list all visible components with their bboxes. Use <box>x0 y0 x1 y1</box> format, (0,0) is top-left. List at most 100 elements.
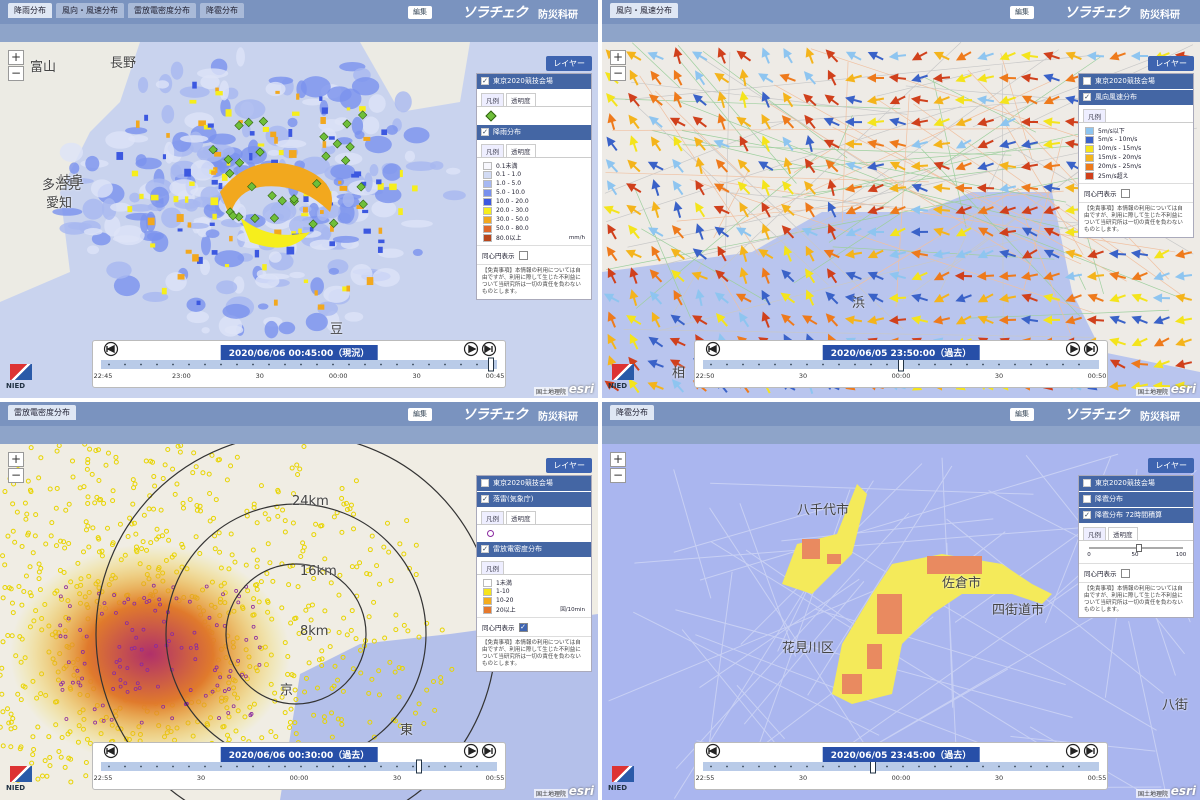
layer-header[interactable]: 東京2020競技会場 ✓ <box>477 74 591 89</box>
legend-tab[interactable]: 凡例 <box>1083 109 1106 122</box>
zoom-in[interactable]: + <box>8 50 24 65</box>
map-feature <box>825 159 839 173</box>
tab[interactable]: 降雹分布 <box>610 405 654 420</box>
map-feature <box>782 92 794 108</box>
map-feature <box>87 245 100 255</box>
zoom-out[interactable]: − <box>8 66 24 81</box>
tab[interactable]: 降雨分布 <box>8 3 52 18</box>
tab[interactable]: 雷放電密度分布 <box>8 405 76 420</box>
circle-checkbox[interactable]: ✓ <box>518 622 528 632</box>
legend-label: 10m/s - 15m/s <box>1098 145 1142 152</box>
map-feature <box>774 84 1127 282</box>
layer-checkbox[interactable]: ✓ <box>481 545 489 553</box>
zoom-in[interactable]: + <box>8 452 24 467</box>
edit-button[interactable]: 編集 <box>1010 6 1034 19</box>
tab[interactable]: 風向・風速分布 <box>610 3 678 18</box>
legend-tab[interactable]: 透明度 <box>506 93 536 106</box>
layer-header[interactable]: 東京2020競技会場 <box>1079 476 1193 491</box>
map-feature <box>249 152 253 161</box>
map-feature <box>101 198 117 220</box>
layer-header[interactable]: 降雹分布 <box>1079 492 1193 507</box>
layer-header[interactable]: 雷放電密度分布 ✓ <box>477 542 591 557</box>
map-feature <box>257 645 262 650</box>
legend-tab[interactable]: 凡例 <box>481 93 504 106</box>
zoom-in[interactable]: + <box>610 452 626 467</box>
map-feature <box>321 107 328 114</box>
map-feature <box>1131 271 1148 281</box>
edit-button[interactable]: 編集 <box>408 6 432 19</box>
map-feature <box>147 217 155 226</box>
layer-checkbox[interactable]: ✓ <box>1083 93 1091 101</box>
map-feature <box>376 179 382 185</box>
legend-tab[interactable]: 凡例 <box>1083 527 1106 540</box>
map-feature <box>187 222 192 228</box>
legend-tab[interactable]: 透明度 <box>506 511 536 524</box>
circle-checkbox[interactable] <box>518 250 528 260</box>
map-feature <box>1020 117 1039 127</box>
map-feature <box>33 512 39 518</box>
map-feature <box>248 713 253 718</box>
zoom-out[interactable]: − <box>8 468 24 483</box>
map-feature <box>933 117 950 127</box>
map-feature <box>244 674 248 679</box>
slider-thumb[interactable] <box>1136 544 1142 552</box>
map-feature <box>442 190 466 201</box>
layer-header[interactable]: 降雹分布 72時間積算 ✓ <box>1079 508 1193 523</box>
layer-header[interactable]: 降雨分布 ✓ <box>477 125 591 140</box>
layer-button[interactable]: レイヤー <box>1148 458 1194 473</box>
map-feature <box>676 202 889 222</box>
layer-checkbox[interactable] <box>1083 495 1091 503</box>
legend-tab[interactable]: 透明度 <box>506 144 536 157</box>
map-feature <box>911 271 928 281</box>
map-feature <box>70 680 75 685</box>
layer-checkbox[interactable] <box>1083 77 1091 85</box>
map-feature <box>28 489 34 495</box>
legend-tab[interactable]: 凡例 <box>481 144 504 157</box>
map-feature <box>366 614 372 620</box>
circle-checkbox[interactable] <box>1120 568 1130 578</box>
zoom-out[interactable]: − <box>610 468 626 483</box>
layer-header[interactable]: 風向風速分布 ✓ <box>1079 90 1193 105</box>
map-feature <box>140 539 146 545</box>
map-feature <box>392 669 398 675</box>
map-feature <box>210 197 219 206</box>
layer-button[interactable]: レイヤー <box>1148 56 1194 71</box>
layer-checkbox[interactable] <box>1083 479 1091 487</box>
map-feature <box>102 601 107 606</box>
map-feature <box>371 200 397 218</box>
map-feature <box>832 554 1052 704</box>
layer-checkbox[interactable]: ✓ <box>1083 511 1091 519</box>
edit-button[interactable]: 編集 <box>1010 408 1034 421</box>
legend-tab[interactable]: 透明度 <box>1108 527 1138 540</box>
map-feature <box>1174 271 1193 281</box>
map-feature <box>319 663 325 669</box>
map-feature <box>225 168 235 179</box>
tab[interactable]: 降雹分布 <box>200 3 244 18</box>
legend-tab[interactable]: 凡例 <box>481 511 504 524</box>
circle-checkbox[interactable] <box>1120 188 1130 198</box>
tab[interactable]: 雷放電密度分布 <box>128 3 196 18</box>
layer-header[interactable]: 東京2020競技会場 <box>1079 74 1193 89</box>
zoom-in[interactable]: + <box>610 50 626 65</box>
layer-checkbox[interactable]: ✓ <box>481 495 489 503</box>
layer-checkbox[interactable]: ✓ <box>481 77 489 85</box>
layer-button[interactable]: レイヤー <box>546 458 592 473</box>
map-feature <box>342 119 352 129</box>
tab[interactable]: 風向・風速分布 <box>56 3 124 18</box>
map-feature <box>321 714 327 720</box>
map-feature <box>125 690 130 694</box>
layer-button[interactable]: レイヤー <box>546 56 592 71</box>
map-feature <box>203 124 212 130</box>
zoom-out[interactable]: − <box>610 66 626 81</box>
layer-header[interactable]: 東京2020競技会場 <box>477 476 591 491</box>
legend-tab[interactable]: 凡例 <box>481 561 504 574</box>
layer-checkbox[interactable] <box>481 479 489 487</box>
map-feature <box>303 207 308 213</box>
map-feature <box>384 520 390 526</box>
map-feature <box>213 167 218 174</box>
layer-checkbox[interactable]: ✓ <box>481 128 489 136</box>
edit-button[interactable]: 編集 <box>408 408 432 421</box>
credit: 国土地理院 <box>1135 789 1170 798</box>
layer-header[interactable]: 落雷(気象庁) ✓ <box>477 492 591 507</box>
credit: 国土地理院 <box>533 789 568 798</box>
